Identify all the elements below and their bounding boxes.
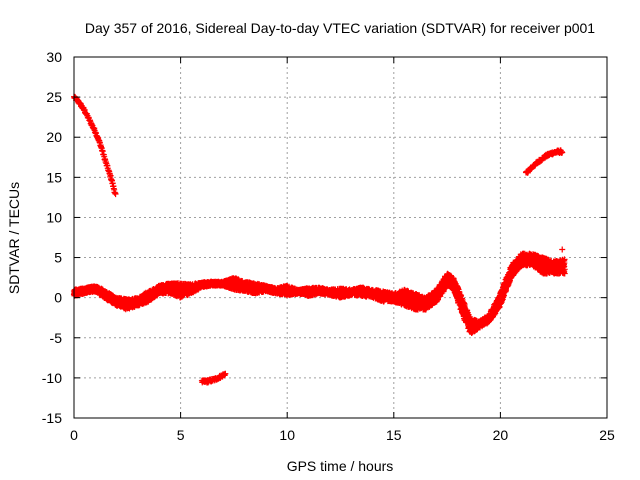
data-markers xyxy=(70,93,568,386)
evening-arc-marker xyxy=(559,149,566,156)
short-arc-marker xyxy=(222,370,229,377)
early-arc-marker xyxy=(112,191,119,198)
